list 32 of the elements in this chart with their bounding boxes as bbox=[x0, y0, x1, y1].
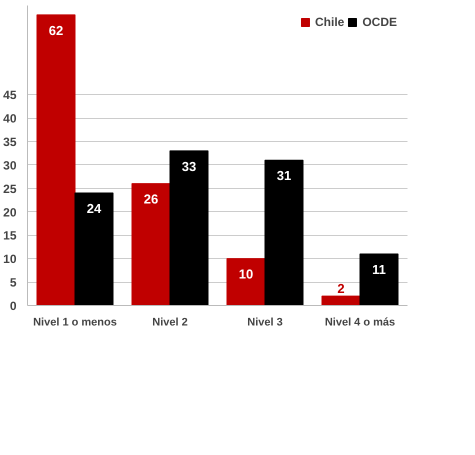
data-label: 62 bbox=[48, 22, 64, 38]
data-label: 31 bbox=[276, 168, 292, 184]
data-label: 26 bbox=[144, 192, 158, 207]
bar bbox=[264, 160, 304, 306]
y-tick-label: 45 bbox=[3, 88, 17, 102]
data-label: 10 bbox=[238, 266, 254, 282]
data-label: 11 bbox=[372, 262, 386, 277]
legend-label: OCDE bbox=[362, 15, 397, 29]
y-tick-label: 30 bbox=[3, 158, 17, 172]
y-tick-label: 20 bbox=[3, 205, 17, 220]
data-label: 2 bbox=[337, 281, 345, 296]
y-tick-label: 5 bbox=[10, 276, 17, 290]
y-tick-label: 15 bbox=[3, 228, 17, 243]
bar bbox=[322, 296, 360, 306]
legend-label: Chile bbox=[314, 15, 344, 29]
bar bbox=[170, 150, 208, 306]
x-tick-label: Nivel 1 o menos bbox=[33, 316, 117, 328]
x-tick-label: Nivel 4 o más bbox=[324, 316, 396, 328]
data-label: 33 bbox=[182, 158, 196, 174]
y-tick-label: 35 bbox=[3, 134, 17, 149]
data-label: 24 bbox=[86, 201, 102, 216]
x-tick-label: Nivel 2 bbox=[152, 316, 188, 328]
y-tick-label: 25 bbox=[3, 182, 17, 196]
bar bbox=[226, 258, 266, 306]
bar bbox=[132, 183, 170, 306]
bar bbox=[36, 14, 76, 306]
bar bbox=[74, 192, 114, 306]
y-tick-label: 0 bbox=[10, 299, 17, 313]
y-tick-label: 40 bbox=[3, 112, 17, 126]
y-tick-label: 10 bbox=[3, 252, 17, 266]
bar bbox=[360, 253, 398, 306]
x-tick-label: Nivel 3 bbox=[247, 316, 283, 328]
